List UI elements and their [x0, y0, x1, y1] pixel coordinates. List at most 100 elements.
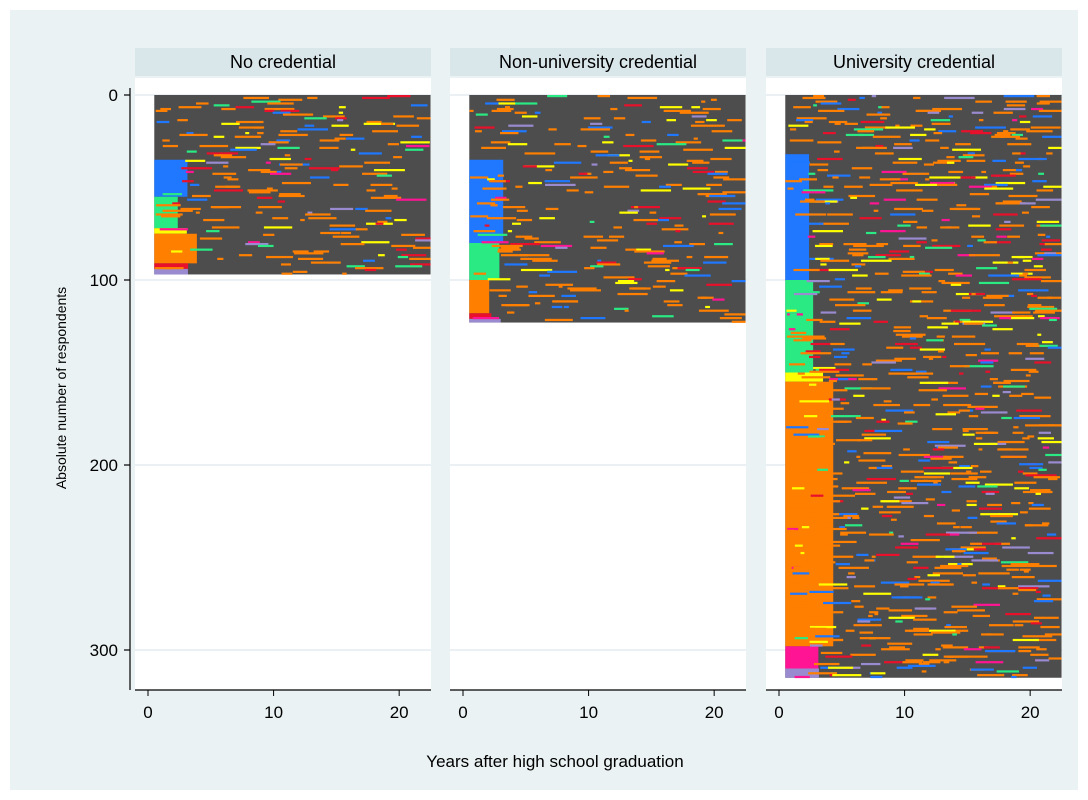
sequence-episode: [978, 281, 1010, 285]
sequence-episode: [875, 144, 884, 148]
sequence-episode: [160, 107, 172, 111]
sequence-episode: [898, 453, 930, 457]
sequence-episode: [873, 209, 879, 212]
sequence-episode: [1014, 624, 1024, 627]
sequence-episode: [813, 104, 817, 107]
sequence-episode: [794, 627, 815, 630]
sequence-episode: [624, 169, 651, 172]
sequence-episode: [355, 228, 368, 231]
sequence-episode: [854, 605, 864, 608]
sequence-episode: [815, 368, 821, 371]
sequence-episode: [358, 152, 382, 155]
sequence-episode: [856, 481, 888, 484]
sequence-episode: [833, 513, 858, 516]
y-tick-label: 0: [109, 86, 118, 105]
sequence-episode: [635, 174, 658, 177]
sequence-episode: [863, 452, 892, 455]
sequence-episode: [588, 126, 613, 129]
state-block: [469, 318, 501, 323]
sequence-episode: [818, 109, 845, 112]
sequence-episode: [832, 674, 862, 677]
sequence-episode: [825, 202, 830, 205]
sequence-episode: [801, 376, 831, 379]
sequence-episode: [257, 244, 274, 248]
sequence-episode: [944, 555, 974, 558]
sequence-episode: [292, 250, 309, 253]
sequence-episode: [858, 378, 874, 381]
sequence-episode: [880, 581, 910, 584]
sequence-episode: [247, 189, 278, 192]
x-tick-label: 20: [705, 703, 724, 722]
sequence-episode: [155, 109, 168, 112]
sequence-episode: [1014, 587, 1039, 590]
sequence-episode: [971, 581, 978, 584]
sequence-episode: [918, 389, 947, 392]
sequence-episode: [838, 566, 869, 569]
sequence-episode: [628, 159, 633, 162]
sequence-episode: [871, 361, 896, 364]
sequence-episode: [968, 531, 998, 534]
sequence-episode: [990, 174, 1016, 177]
sequence-episode: [950, 472, 978, 475]
sequence-episode: [712, 124, 725, 127]
sequence-episode: [820, 638, 843, 642]
sequence-episode: [788, 581, 798, 584]
sequence-episode: [723, 178, 746, 181]
sequence-episode: [851, 600, 861, 603]
sequence-episode: [684, 274, 711, 277]
sequence-episode: [855, 287, 872, 290]
sequence-episode: [819, 243, 834, 246]
sequence-episode: [363, 259, 375, 262]
sequence-episode: [702, 215, 707, 218]
sequence-episode: [819, 285, 842, 288]
sequence-episode: [794, 675, 810, 679]
sequence-episode: [393, 156, 403, 159]
sequence-episode: [943, 661, 950, 664]
sequence-episode: [962, 433, 975, 436]
sequence-episode: [212, 172, 237, 175]
sequence-episode: [790, 605, 808, 608]
sequence-episode: [798, 503, 806, 507]
sequence-episode: [860, 259, 892, 262]
sequence-episode: [595, 154, 620, 157]
sequence-episode: [968, 185, 994, 188]
sequence-episode: [997, 585, 1006, 588]
sequence-episode: [364, 161, 391, 164]
sequence-episode: [958, 409, 970, 412]
sequence-episode: [553, 300, 578, 303]
sequence-episode: [891, 596, 923, 599]
sequence-episode: [545, 169, 553, 172]
sequence-episode: [873, 403, 900, 407]
sequence-episode: [577, 144, 587, 148]
sequence-episode: [1033, 600, 1054, 603]
sequence-episode: [970, 465, 979, 468]
sequence-episode: [951, 335, 976, 338]
sequence-episode: [851, 167, 873, 170]
sequence-episode: [1015, 274, 1027, 277]
sequence-episode: [992, 328, 1013, 331]
sequence-episode: [689, 243, 705, 246]
sequence-episode: [701, 100, 706, 103]
sequence-episode: [213, 154, 222, 157]
sequence-episode: [864, 437, 891, 440]
sequence-episode: [1011, 537, 1016, 540]
sequence-episode: [338, 106, 346, 109]
sequence-episode: [876, 243, 889, 246]
sequence-episode: [308, 167, 340, 170]
sequence-episode: [985, 492, 995, 495]
sequence-episode: [590, 265, 604, 268]
sequence-episode: [923, 466, 954, 470]
sequence-episode: [909, 255, 915, 259]
sequence-episode: [890, 181, 918, 185]
sequence-episode: [923, 472, 951, 475]
sequence-episode: [341, 231, 352, 235]
sequence-episode: [815, 635, 840, 638]
sequence-episode: [893, 329, 911, 333]
sequence-episode: [590, 122, 603, 125]
sequence-episode: [847, 450, 857, 453]
sequence-episode: [558, 285, 563, 288]
sequence-episode: [970, 132, 992, 135]
sequence-episode: [985, 650, 1016, 653]
sequence-episode: [888, 289, 903, 292]
sequence-episode: [914, 476, 937, 479]
